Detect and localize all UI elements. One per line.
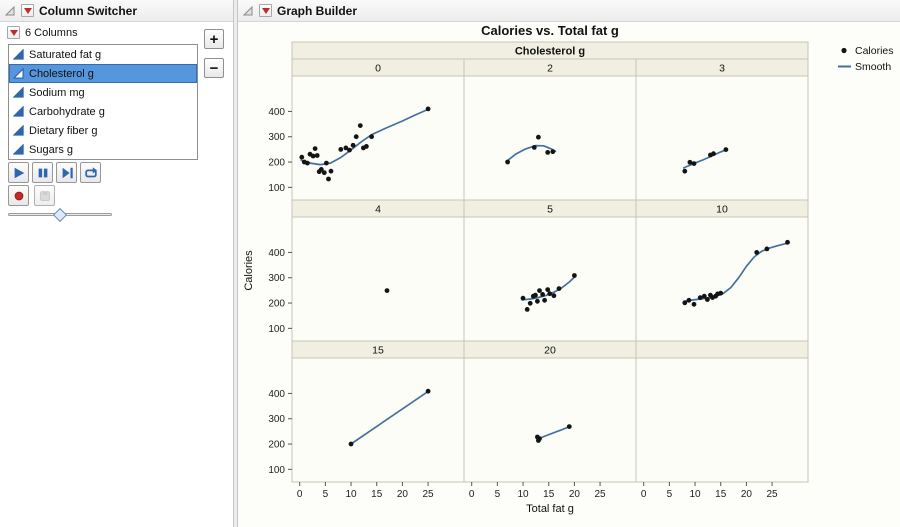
loop-button[interactable]: [80, 162, 101, 183]
list-item-label: Cholesterol g: [29, 67, 94, 80]
svg-text:5: 5: [667, 489, 673, 500]
svg-text:3: 3: [719, 63, 725, 75]
list-item-label: Sodium mg: [29, 86, 85, 99]
svg-text:0: 0: [469, 489, 475, 500]
recording-controls: [8, 185, 55, 206]
play-button[interactable]: [8, 162, 29, 183]
list-item-dietary-fiber-g[interactable]: Dietary fiber g: [9, 121, 197, 140]
step-forward-icon: [62, 167, 73, 178]
svg-text:Cholesterol g: Cholesterol g: [515, 46, 585, 58]
column-list: Saturated fat g Cholesterol g Sodium mg Car…: [8, 44, 198, 160]
graph-builder-title: Graph Builder: [277, 3, 358, 18]
save-icon: [39, 190, 50, 201]
columns-count-label: 6 Columns: [25, 26, 78, 39]
svg-text:20: 20: [544, 345, 556, 357]
svg-text:0: 0: [297, 489, 303, 500]
svg-text:Calories: Calories: [243, 250, 255, 291]
pause-icon: [38, 168, 47, 177]
svg-text:4: 4: [375, 204, 381, 216]
svg-text:20: 20: [569, 489, 581, 500]
svg-text:100: 100: [268, 324, 285, 335]
column-switcher-panel: Column Switcher 6 Columns Saturated fat …: [0, 0, 233, 527]
svg-text:5: 5: [547, 204, 553, 216]
svg-text:100: 100: [268, 183, 285, 194]
svg-text:Total fat g: Total fat g: [526, 503, 574, 515]
svg-text:400: 400: [268, 389, 285, 400]
svg-text:300: 300: [268, 132, 285, 143]
svg-text:2: 2: [547, 63, 553, 75]
svg-text:200: 200: [268, 299, 285, 310]
collapse-triangle-icon[interactable]: [242, 5, 254, 17]
continuous-column-icon: [13, 125, 24, 136]
svg-text:300: 300: [268, 414, 285, 425]
list-item-label: Carbohydrate g: [29, 105, 105, 118]
continuous-column-icon: [13, 144, 24, 155]
red-triangle-menu-icon[interactable]: [7, 26, 20, 39]
collapse-triangle-icon[interactable]: [4, 5, 16, 17]
continuous-column-icon: [13, 68, 24, 79]
list-item-cholesterol-g[interactable]: Cholesterol g: [9, 64, 197, 83]
list-item-label: Sugars g: [29, 143, 74, 156]
add-column-button[interactable]: +: [204, 29, 224, 49]
svg-text:10: 10: [716, 204, 728, 216]
list-item-sugars-g[interactable]: Sugars g: [9, 140, 197, 159]
svg-text:5: 5: [323, 489, 329, 500]
svg-text:25: 25: [594, 489, 606, 500]
list-item-carbohydrate-g[interactable]: Carbohydrate g: [9, 102, 197, 121]
list-item-saturated-fat-g[interactable]: Saturated fat g: [9, 45, 197, 64]
svg-text:15: 15: [372, 345, 384, 357]
svg-text:400: 400: [268, 107, 285, 118]
columns-count-row: 6 Columns: [7, 26, 78, 39]
continuous-column-icon: [13, 49, 24, 60]
svg-text:10: 10: [345, 489, 357, 500]
play-icon: [14, 167, 24, 178]
list-item-label: Saturated fat g: [29, 48, 102, 61]
continuous-column-icon: [13, 106, 24, 117]
svg-text:0: 0: [375, 63, 381, 75]
list-item-sodium-mg[interactable]: Sodium mg: [9, 83, 197, 102]
list-edit-buttons: + −: [204, 29, 224, 78]
graph-builder-canvas[interactable]: Calories vs. Total fat g Cholesterol g 0 10…: [238, 22, 900, 527]
svg-text:15: 15: [371, 489, 383, 500]
svg-text:Calories: Calories: [855, 45, 894, 57]
svg-text:20: 20: [741, 489, 753, 500]
svg-text:400: 400: [268, 248, 285, 259]
svg-text:100: 100: [268, 465, 285, 476]
list-item-label: Dietary fiber g: [29, 124, 98, 137]
speed-slider[interactable]: [8, 207, 112, 223]
column-switcher-title: Column Switcher: [39, 3, 138, 18]
svg-text:25: 25: [766, 489, 778, 500]
record-button[interactable]: [8, 185, 29, 206]
step-button[interactable]: [56, 162, 77, 183]
svg-text:10: 10: [517, 489, 529, 500]
svg-text:15: 15: [543, 489, 555, 500]
svg-text:200: 200: [268, 158, 285, 169]
pause-button[interactable]: [32, 162, 53, 183]
save-recording-button[interactable]: [34, 185, 55, 206]
red-triangle-menu-icon[interactable]: [21, 4, 34, 17]
loop-icon: [84, 166, 97, 177]
record-icon: [14, 191, 23, 200]
panel-divider[interactable]: [233, 0, 238, 527]
animation-controls: [8, 162, 101, 183]
svg-text:Smooth: Smooth: [855, 61, 891, 73]
remove-column-button[interactable]: −: [204, 58, 224, 78]
svg-text:20: 20: [397, 489, 409, 500]
svg-text:300: 300: [268, 273, 285, 284]
svg-text:25: 25: [422, 489, 434, 500]
continuous-column-icon: [13, 87, 24, 98]
slider-thumb[interactable]: [52, 207, 68, 223]
svg-text:200: 200: [268, 440, 285, 451]
svg-text:15: 15: [715, 489, 727, 500]
column-switcher-header: Column Switcher: [0, 0, 233, 22]
svg-text:5: 5: [495, 489, 501, 500]
graph-builder-panel: Graph Builder Calories vs. Total fat g Ch…: [238, 0, 900, 527]
svg-text:Calories vs. Total fat g: Calories vs. Total fat g: [481, 23, 619, 38]
graph-builder-header: Graph Builder: [238, 0, 900, 22]
red-triangle-menu-icon[interactable]: [259, 4, 272, 17]
svg-text:10: 10: [689, 489, 701, 500]
svg-text:0: 0: [641, 489, 647, 500]
